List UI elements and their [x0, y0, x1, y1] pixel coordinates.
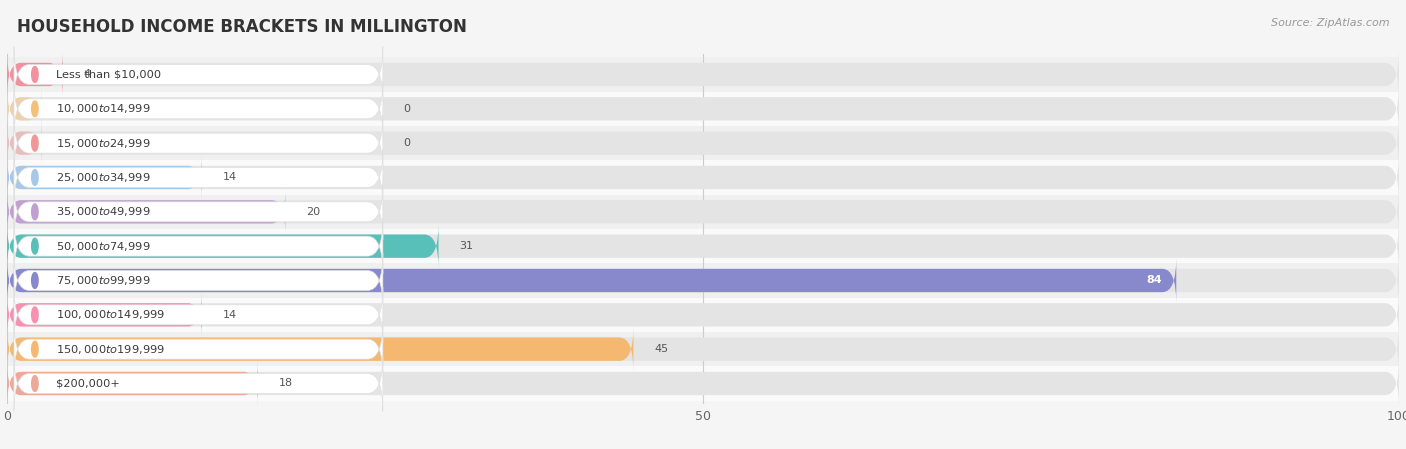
- FancyBboxPatch shape: [7, 292, 1399, 338]
- FancyBboxPatch shape: [7, 361, 257, 406]
- Text: $75,000 to $99,999: $75,000 to $99,999: [56, 274, 150, 287]
- FancyBboxPatch shape: [14, 321, 382, 377]
- Text: $100,000 to $149,999: $100,000 to $149,999: [56, 308, 165, 321]
- FancyBboxPatch shape: [14, 218, 382, 274]
- Text: 45: 45: [654, 344, 668, 354]
- Circle shape: [32, 273, 38, 288]
- FancyBboxPatch shape: [14, 253, 382, 308]
- Circle shape: [32, 101, 38, 117]
- Text: Source: ZipAtlas.com: Source: ZipAtlas.com: [1271, 18, 1389, 28]
- FancyBboxPatch shape: [0, 229, 1406, 263]
- Text: 31: 31: [460, 241, 474, 251]
- FancyBboxPatch shape: [7, 52, 63, 97]
- FancyBboxPatch shape: [0, 332, 1406, 366]
- FancyBboxPatch shape: [0, 92, 1406, 126]
- FancyBboxPatch shape: [7, 224, 439, 269]
- Circle shape: [32, 170, 38, 185]
- Text: 20: 20: [307, 207, 321, 217]
- FancyBboxPatch shape: [7, 292, 202, 338]
- Text: 0: 0: [404, 138, 411, 148]
- Text: 18: 18: [278, 379, 292, 388]
- FancyBboxPatch shape: [14, 115, 382, 171]
- FancyBboxPatch shape: [0, 366, 1406, 401]
- FancyBboxPatch shape: [7, 120, 42, 166]
- Text: $10,000 to $14,999: $10,000 to $14,999: [56, 102, 150, 115]
- FancyBboxPatch shape: [7, 86, 42, 132]
- FancyBboxPatch shape: [0, 126, 1406, 160]
- Text: $200,000+: $200,000+: [56, 379, 120, 388]
- FancyBboxPatch shape: [7, 86, 1399, 132]
- FancyBboxPatch shape: [14, 287, 382, 343]
- FancyBboxPatch shape: [7, 155, 1399, 200]
- Text: $35,000 to $49,999: $35,000 to $49,999: [56, 205, 150, 218]
- Text: 14: 14: [222, 172, 236, 182]
- Circle shape: [32, 238, 38, 254]
- FancyBboxPatch shape: [0, 160, 1406, 195]
- FancyBboxPatch shape: [0, 57, 1406, 92]
- FancyBboxPatch shape: [14, 47, 382, 102]
- Text: HOUSEHOLD INCOME BRACKETS IN MILLINGTON: HOUSEHOLD INCOME BRACKETS IN MILLINGTON: [17, 18, 467, 36]
- FancyBboxPatch shape: [7, 52, 1399, 97]
- FancyBboxPatch shape: [0, 195, 1406, 229]
- Circle shape: [32, 135, 38, 151]
- FancyBboxPatch shape: [7, 258, 1399, 303]
- FancyBboxPatch shape: [14, 150, 382, 205]
- FancyBboxPatch shape: [7, 326, 633, 372]
- FancyBboxPatch shape: [7, 224, 1399, 269]
- FancyBboxPatch shape: [7, 120, 1399, 166]
- Text: 0: 0: [404, 104, 411, 114]
- FancyBboxPatch shape: [14, 81, 382, 136]
- Text: $50,000 to $74,999: $50,000 to $74,999: [56, 240, 150, 253]
- Text: 14: 14: [222, 310, 236, 320]
- Text: $150,000 to $199,999: $150,000 to $199,999: [56, 343, 165, 356]
- FancyBboxPatch shape: [0, 263, 1406, 298]
- FancyBboxPatch shape: [7, 326, 1399, 372]
- FancyBboxPatch shape: [7, 189, 285, 234]
- FancyBboxPatch shape: [14, 184, 382, 240]
- Circle shape: [32, 307, 38, 323]
- FancyBboxPatch shape: [7, 258, 1177, 303]
- Text: $25,000 to $34,999: $25,000 to $34,999: [56, 171, 150, 184]
- Circle shape: [32, 204, 38, 220]
- Text: $15,000 to $24,999: $15,000 to $24,999: [56, 136, 150, 150]
- Text: 4: 4: [83, 70, 91, 79]
- Text: Less than $10,000: Less than $10,000: [56, 70, 160, 79]
- FancyBboxPatch shape: [7, 361, 1399, 406]
- Circle shape: [32, 66, 38, 83]
- FancyBboxPatch shape: [7, 155, 202, 200]
- Text: 84: 84: [1147, 276, 1163, 286]
- FancyBboxPatch shape: [0, 298, 1406, 332]
- FancyBboxPatch shape: [14, 356, 382, 411]
- Circle shape: [32, 341, 38, 357]
- Circle shape: [32, 375, 38, 392]
- FancyBboxPatch shape: [7, 189, 1399, 234]
